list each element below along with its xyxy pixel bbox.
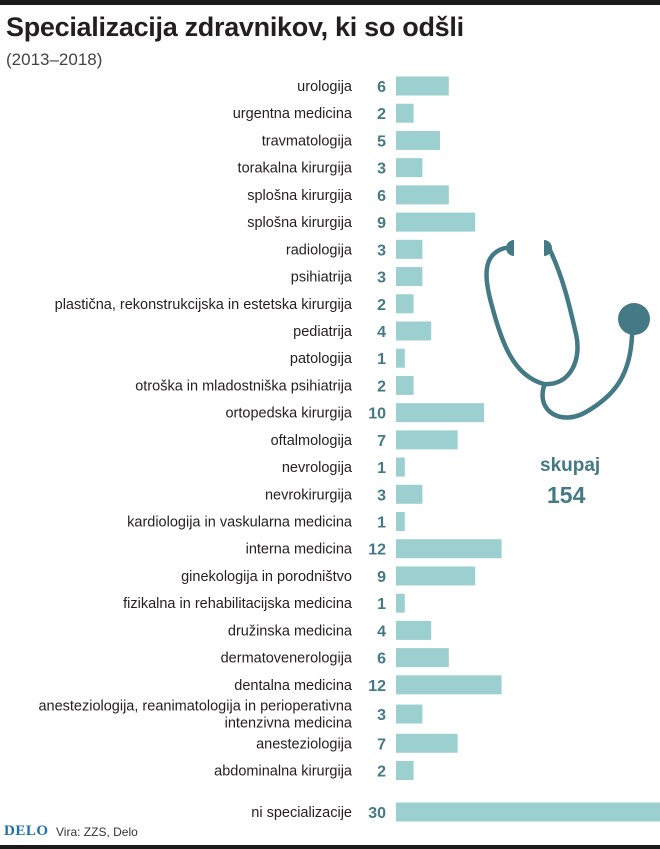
bar <box>396 375 414 395</box>
bar <box>396 566 476 586</box>
bottom-rule <box>0 845 660 849</box>
bar <box>396 267 423 287</box>
value-label: 2 <box>377 378 386 395</box>
bar <box>396 185 449 205</box>
category-label: anesteziologija, reanimatologija in peri… <box>38 699 352 715</box>
value-label: 30 <box>368 805 386 822</box>
value-label: 3 <box>377 161 386 178</box>
category-label: radiologija <box>286 242 353 258</box>
category-label: ortopedska kirurgija <box>225 406 352 422</box>
value-label: 1 <box>377 351 386 368</box>
category-label: urgentna medicina <box>233 106 353 122</box>
stethoscope-icon <box>484 240 650 420</box>
category-label: splošna kirurgija <box>247 215 353 231</box>
bar <box>396 620 432 640</box>
chart-subtitle: (2013–2018) <box>6 50 103 69</box>
value-label: 4 <box>377 324 386 341</box>
category-label: intenzivna medicina <box>225 716 353 732</box>
value-label: 3 <box>377 270 386 287</box>
bar <box>396 212 476 232</box>
category-label: fizikalna in rehabilitacijska medicina <box>123 596 353 612</box>
value-label: 2 <box>377 764 386 781</box>
value-label: 3 <box>377 487 386 504</box>
category-label: nevrologija <box>282 460 353 476</box>
category-label: abdominalna kirurgija <box>214 764 353 780</box>
category-label: ginekologija in porodništvo <box>181 569 352 585</box>
value-label: 1 <box>377 596 386 613</box>
chart-title: Specializacija zdravnikov, ki so odšli <box>6 12 464 42</box>
category-label: dermatovenerologija <box>221 651 353 667</box>
bar <box>396 403 484 423</box>
bar <box>396 294 414 314</box>
total-value: 154 <box>547 482 586 508</box>
category-label: torakalna kirurgija <box>238 161 353 177</box>
category-label: družinska medicina <box>228 623 353 639</box>
category-label: kardiologija in vaskularna medicina <box>127 515 353 531</box>
bar <box>396 802 660 822</box>
bar <box>396 675 502 695</box>
bar <box>396 130 440 150</box>
value-label: 6 <box>377 79 386 96</box>
category-label: anesteziologija <box>256 736 353 752</box>
bar <box>396 704 423 724</box>
bar <box>396 512 405 532</box>
category-label: patologija <box>290 351 353 367</box>
bar <box>396 103 414 123</box>
bar <box>396 457 405 477</box>
value-label: 6 <box>377 651 386 668</box>
value-label: 3 <box>377 242 386 259</box>
category-label: psihiatrija <box>291 270 353 286</box>
value-label: 2 <box>377 106 386 123</box>
value-label: 5 <box>377 133 386 150</box>
bar <box>396 239 423 259</box>
category-label: pediatrija <box>293 324 353 340</box>
category-label: travmatologija <box>262 133 353 149</box>
category-label: urologija <box>297 79 353 95</box>
value-label: 6 <box>377 188 386 205</box>
category-label: oftalmologija <box>271 433 353 449</box>
value-label: 9 <box>377 569 386 586</box>
top-rule <box>0 0 660 5</box>
value-label: 1 <box>377 460 386 477</box>
bar <box>396 430 458 450</box>
bar <box>396 648 449 668</box>
value-label: 12 <box>368 678 386 695</box>
value-label: 3 <box>377 707 386 724</box>
category-label: ni specializacije <box>251 805 352 821</box>
bar <box>396 321 432 341</box>
category-label: splošna kirurgija <box>247 188 353 204</box>
value-label: 12 <box>368 542 386 559</box>
category-label: interna medicina <box>246 542 353 558</box>
category-label: otroška in mladostniška psihiatrija <box>135 378 353 394</box>
source-note: Vira: ZZS, Delo <box>56 825 138 839</box>
bar <box>396 484 423 504</box>
category-label: plastična, rekonstrukcijska in estetska … <box>55 297 353 313</box>
bar <box>396 539 502 559</box>
category-label: dentalna medicina <box>234 678 353 694</box>
category-label: nevrokirurgija <box>265 487 353 503</box>
bar <box>396 76 449 96</box>
bar <box>396 733 458 753</box>
bar <box>396 593 405 613</box>
value-label: 9 <box>377 215 386 232</box>
value-label: 4 <box>377 623 386 640</box>
bar <box>396 348 405 368</box>
total-label: skupaj <box>540 455 601 476</box>
value-label: 1 <box>377 515 386 532</box>
value-label: 10 <box>368 406 386 423</box>
value-label: 2 <box>377 297 386 314</box>
value-label: 7 <box>377 433 386 450</box>
bar <box>396 761 414 780</box>
value-label: 7 <box>377 736 386 753</box>
bar <box>396 158 423 178</box>
delo-logo: DELO <box>4 823 49 839</box>
